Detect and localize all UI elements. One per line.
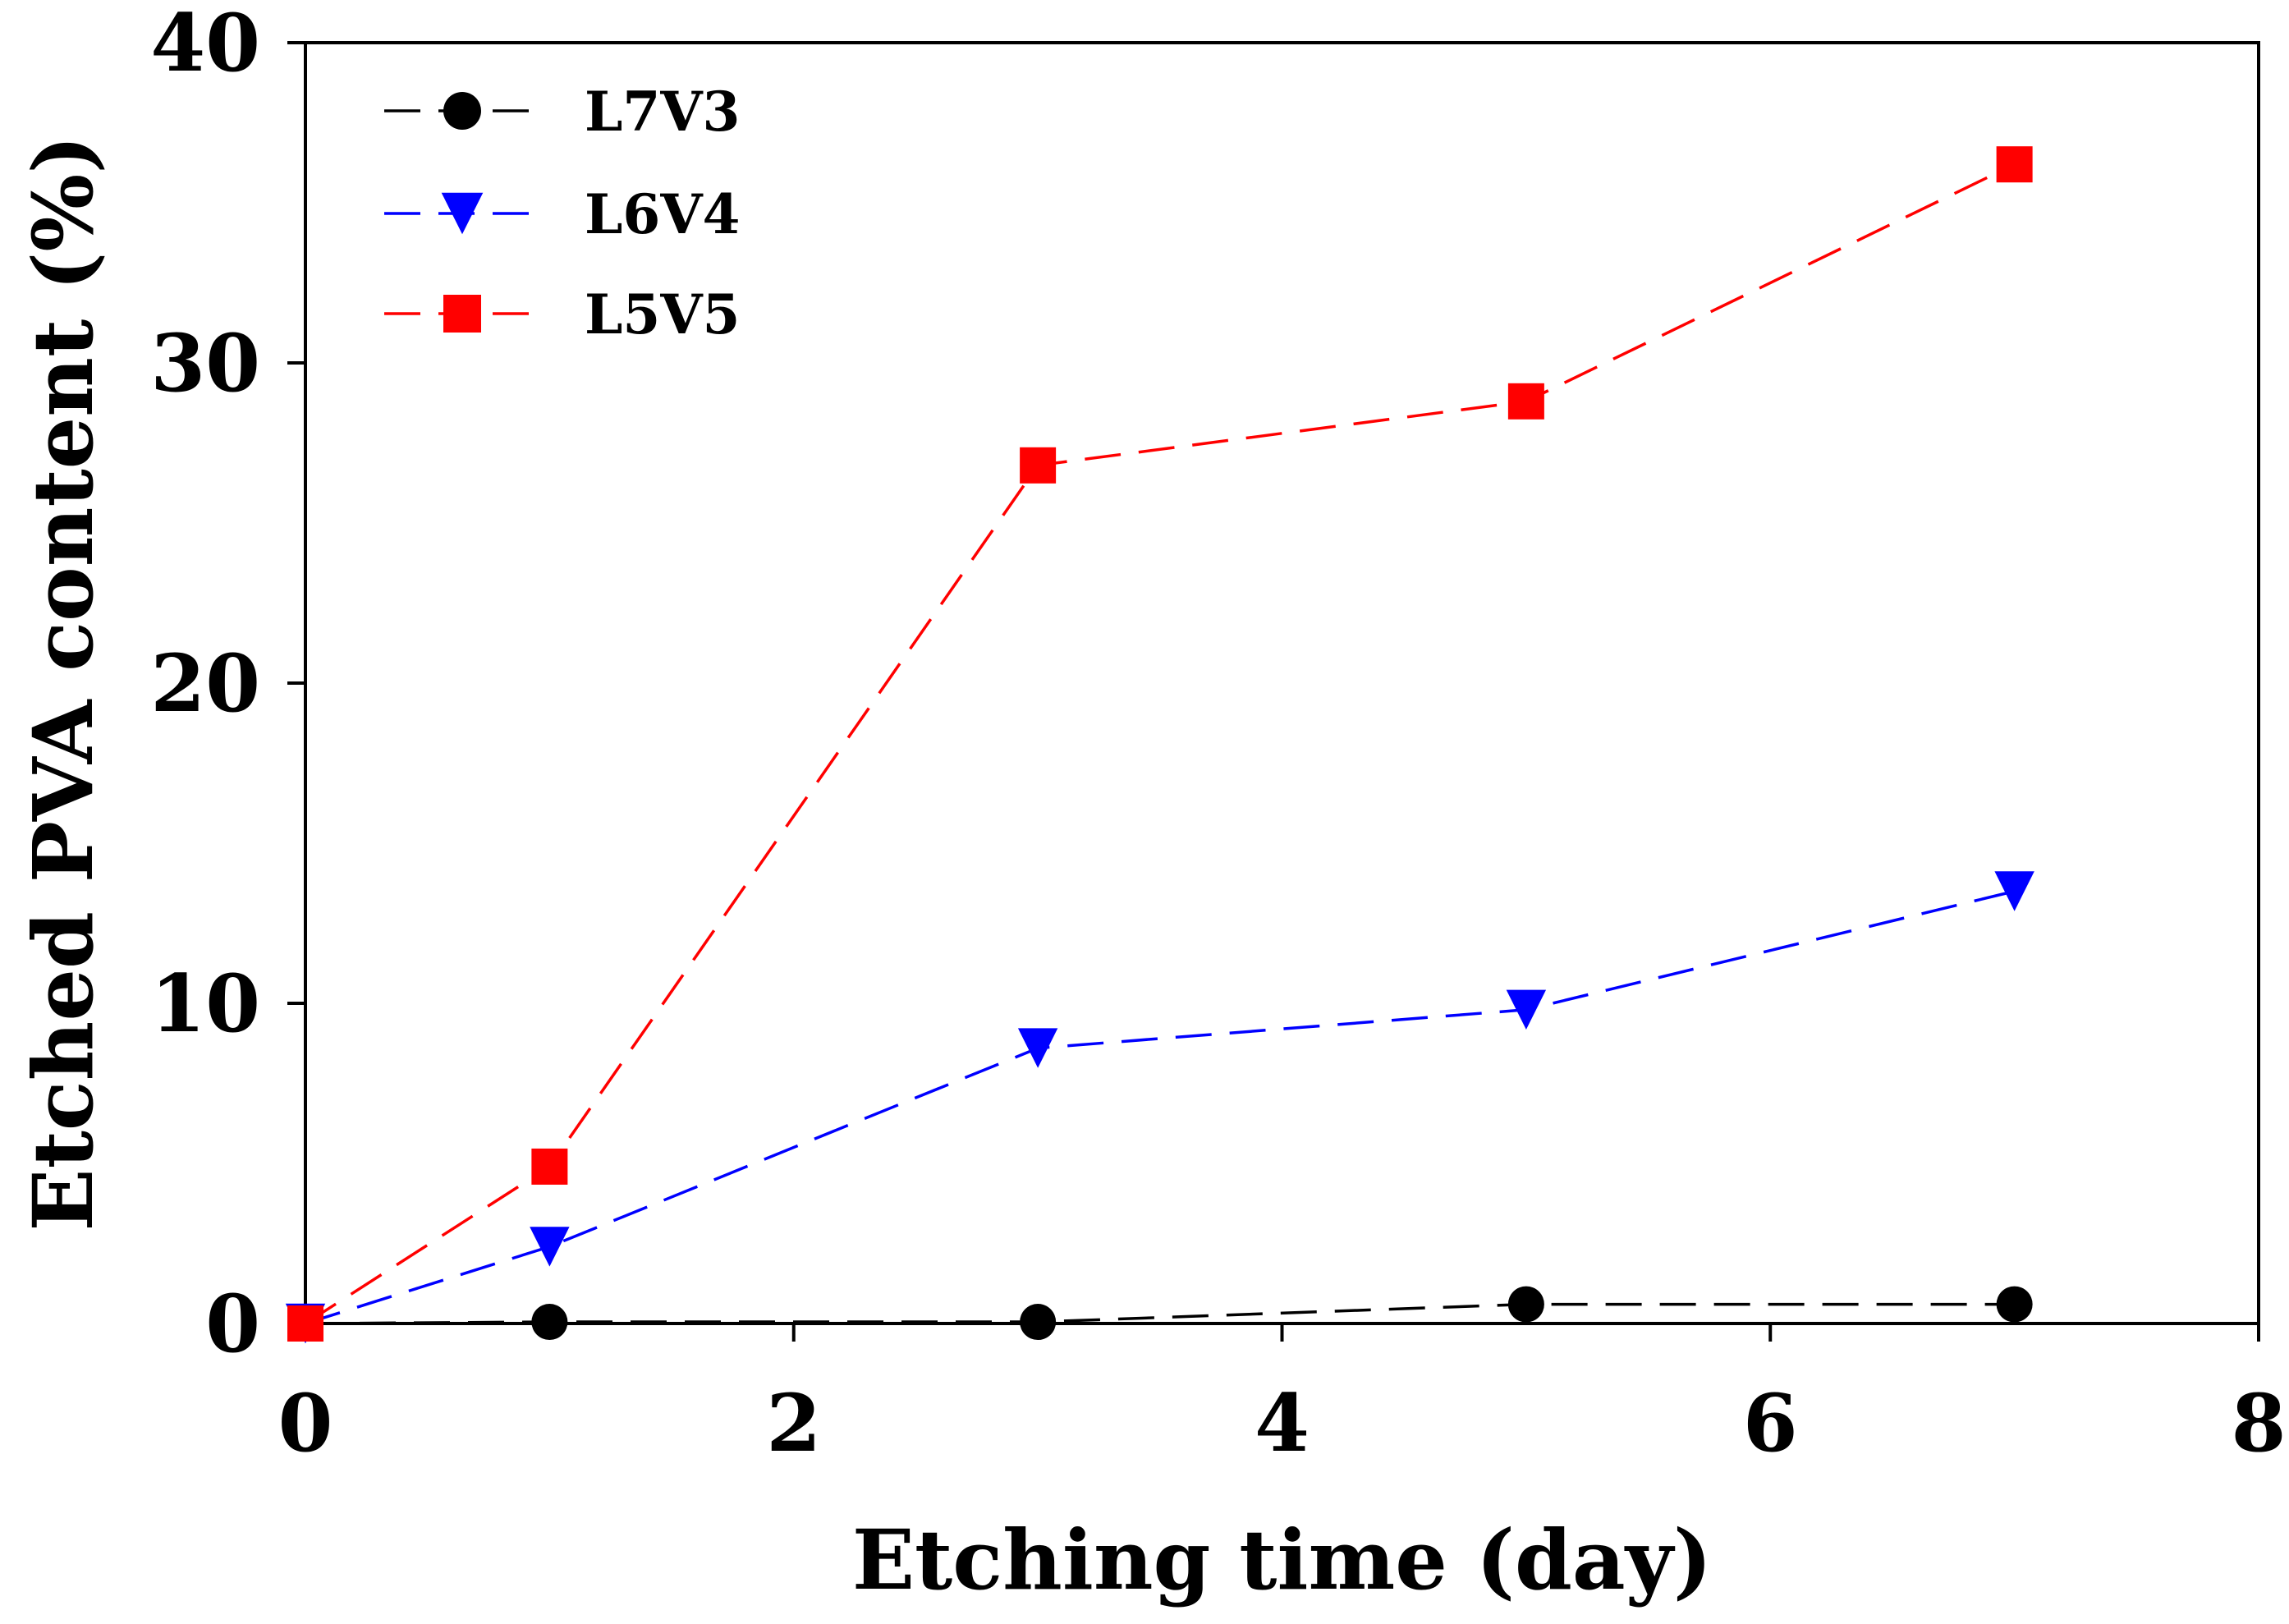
legend-item-l5v5: L5V5 [384, 282, 740, 346]
legend-label: L6V4 [585, 182, 740, 246]
data-point [1996, 1286, 2033, 1323]
series-line [305, 889, 2016, 1325]
data-point [1020, 1304, 1057, 1341]
legend-marker [443, 92, 481, 130]
x-tick-label: 4 [1255, 1377, 1310, 1470]
y-axis: 0 10 20 30 40 [150, 0, 305, 1370]
x-tick-label: 6 [1743, 1377, 1798, 1470]
data-point [530, 1227, 570, 1267]
data-point [1506, 989, 1547, 1030]
y-tick-label: 10 [150, 957, 260, 1050]
x-tick-label: 8 [2232, 1377, 2287, 1470]
legend-label: L7V3 [585, 80, 740, 144]
x-axis-title: Etching time (day) [852, 1512, 1712, 1608]
data-point [287, 1305, 323, 1342]
series-l5v5 [287, 146, 2033, 1342]
legend-label: L5V5 [585, 282, 740, 346]
data-point [1017, 1028, 1058, 1068]
data-point [1507, 1286, 1544, 1323]
y-tick-label: 40 [150, 0, 260, 89]
data-point [1996, 146, 2033, 183]
legend-marker [441, 192, 484, 235]
series-l6v4 [285, 871, 2034, 1344]
x-tick-label: 0 [278, 1377, 333, 1470]
legend-item-l7v3: L7V3 [384, 80, 740, 144]
x-tick-label: 2 [766, 1377, 821, 1470]
y-tick-label: 30 [150, 317, 260, 410]
y-tick-label: 20 [150, 637, 260, 730]
y-tick-label: 0 [205, 1278, 260, 1370]
series-layer [285, 146, 2034, 1344]
y-axis-title: Etched PVA content (%) [15, 135, 112, 1231]
legend-marker [443, 295, 481, 333]
legend: L7V3 L6V4 L5V5 [384, 80, 740, 346]
data-point [1020, 447, 1057, 484]
legend-item-l6v4: L6V4 [384, 182, 740, 246]
data-point [531, 1304, 568, 1341]
data-point [1507, 383, 1544, 420]
data-point [531, 1148, 568, 1185]
data-point [1994, 871, 2034, 911]
x-axis: 0 2 4 6 8 [278, 1324, 2287, 1470]
